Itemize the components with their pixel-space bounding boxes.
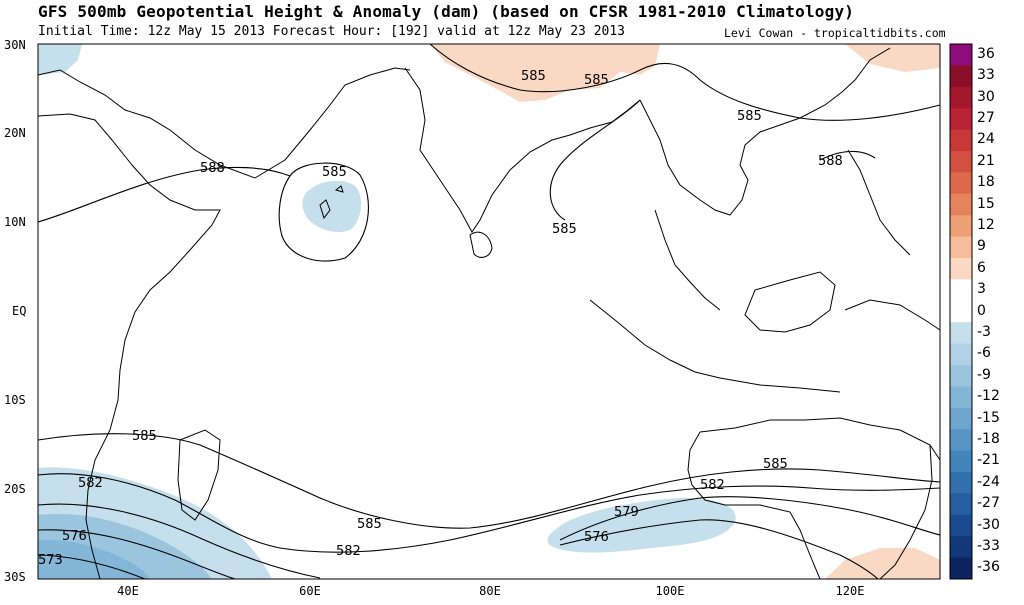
contour-label: 585 <box>584 73 609 88</box>
lat-label: 10N <box>4 215 26 229</box>
colorbar-swatch <box>950 493 972 516</box>
colorbar-label: -33 <box>977 537 1000 554</box>
lat-label: 20N <box>4 126 26 140</box>
colorbar-swatch <box>950 279 972 302</box>
lon-label: 40E <box>117 584 139 598</box>
colorbar-label: -15 <box>977 409 1000 426</box>
contour-label-group: 588 585 585 585 585 585 588 585 585 585 … <box>38 69 843 568</box>
colorbar-label: 6 <box>977 259 986 276</box>
colorbar-swatch <box>950 215 972 238</box>
colorbar-swatch <box>950 258 972 280</box>
lon-label: 60E <box>299 584 321 598</box>
anomaly-fills <box>38 44 940 579</box>
colorbar-label: 0 <box>977 302 986 319</box>
plot-border <box>37 43 941 580</box>
contour-label: 588 <box>200 161 225 176</box>
colorbar-swatch <box>950 407 972 430</box>
contour-label: 582 <box>700 478 725 493</box>
contour-label: 585 <box>763 457 788 472</box>
contour-label: 579 <box>614 505 639 520</box>
colorbar <box>950 44 972 580</box>
colorbar-label: 36 <box>977 45 995 62</box>
colorbar-swatch <box>950 536 972 559</box>
lon-label: 80E <box>479 584 501 598</box>
colorbar-label: 21 <box>977 152 995 169</box>
colorbar-swatch <box>950 343 972 366</box>
colorbar-swatch <box>950 300 972 323</box>
positive-anomaly-ne <box>845 44 940 72</box>
colorbar-label: 15 <box>977 195 995 212</box>
map-subtitle: Initial Time: 12z May 15 2013 Forecast H… <box>38 24 625 39</box>
lat-label: 10S <box>4 393 26 407</box>
colorbar-label: -36 <box>977 559 1000 576</box>
negative-anomaly-south <box>547 497 736 553</box>
colorbar-label: 24 <box>977 131 995 148</box>
lon-label: 100E <box>655 584 685 598</box>
colorbar-label: 33 <box>977 67 995 84</box>
coastlines <box>37 47 941 580</box>
colorbar-swatch <box>950 429 972 452</box>
contour-label: 588 <box>818 154 843 169</box>
contour-label: 576 <box>584 530 609 545</box>
colorbar-label: -3 <box>977 323 991 340</box>
colorbar-swatch <box>950 472 972 494</box>
contour-label: 582 <box>78 476 103 491</box>
credit-text: Levi Cowan - tropicaltidbits.com <box>724 26 946 40</box>
colorbar-label: -6 <box>977 345 991 362</box>
lat-label: 20S <box>4 482 26 496</box>
negative-anomaly-arabian-sea <box>302 180 362 232</box>
colorbar-label: -27 <box>977 495 1000 512</box>
contour-label: 585 <box>357 517 382 532</box>
colorbar-label: 12 <box>977 216 995 233</box>
colorbar-swatch <box>950 450 972 473</box>
colorbar-swatch <box>950 193 972 216</box>
colorbar-label: 18 <box>977 174 995 191</box>
colorbar-swatch <box>950 322 972 345</box>
colorbar-swatch <box>950 151 972 173</box>
contour-label: 585 <box>737 109 762 124</box>
height-contours <box>37 43 941 580</box>
contour-label: 585 <box>132 429 157 444</box>
colorbar-swatch <box>950 65 972 88</box>
contour-label: 573 <box>38 553 63 568</box>
colorbar-label: 3 <box>977 281 986 298</box>
positive-anomaly-himalaya <box>430 44 660 102</box>
plot-area <box>38 44 940 579</box>
colorbar-label: -9 <box>977 366 991 383</box>
colorbar-label: 9 <box>977 238 986 255</box>
lon-label: 120E <box>835 584 865 598</box>
colorbar-label: -30 <box>977 516 1000 533</box>
colorbar-swatch <box>950 557 972 580</box>
negative-anomaly-nw <box>38 44 82 75</box>
colorbar-swatch <box>950 108 972 131</box>
contour-label: 576 <box>62 529 87 544</box>
lat-label: 30N <box>4 38 26 52</box>
contour-label: 585 <box>322 165 347 180</box>
colorbar-label: 27 <box>977 109 995 126</box>
colorbar-swatch <box>950 514 972 537</box>
colorbar-swatch <box>950 44 972 66</box>
colorbar-swatch <box>950 386 972 409</box>
colorbar-swatch <box>950 236 972 259</box>
lat-label: EQ <box>12 304 27 318</box>
colorbar-label: -18 <box>977 430 1000 447</box>
negative-anomaly-sw-3 <box>38 539 150 579</box>
contour-label: 582 <box>336 544 361 559</box>
lat-label: 30S <box>4 570 26 584</box>
colorbar-swatch <box>950 129 972 152</box>
colorbar-label: -24 <box>977 473 1000 490</box>
colorbar-label: 30 <box>977 88 995 105</box>
positive-anomaly-se <box>825 548 940 579</box>
contour-label: 585 <box>552 222 577 237</box>
map-title: GFS 500mb Geopotential Height & Anomaly … <box>38 2 855 21</box>
colorbar-label: -12 <box>977 388 1000 405</box>
contour-label: 585 <box>521 69 546 84</box>
colorbar-swatch <box>950 172 972 195</box>
colorbar-swatch <box>950 365 972 387</box>
colorbar-border <box>949 43 973 580</box>
colorbar-swatch <box>950 86 972 109</box>
colorbar-label: -21 <box>977 452 1000 469</box>
